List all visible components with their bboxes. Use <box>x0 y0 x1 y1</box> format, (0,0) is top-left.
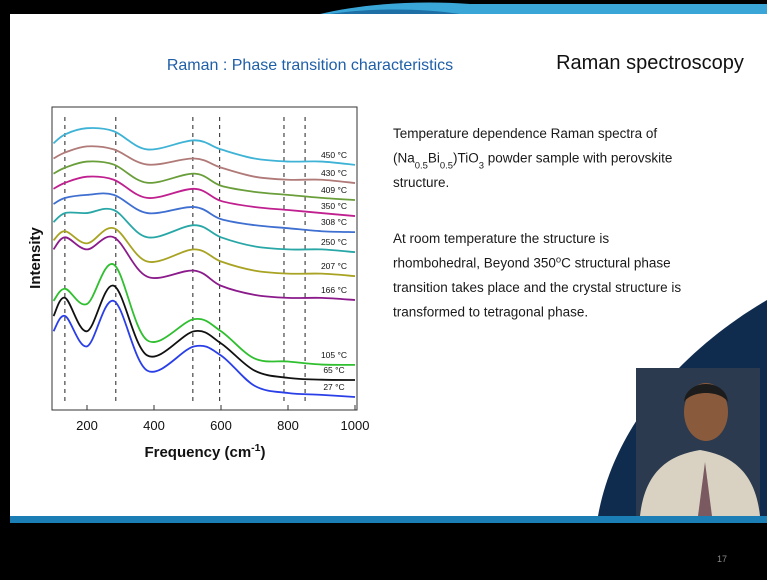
series-label: 65 °C <box>323 365 344 375</box>
series-label: 308 °C <box>321 217 347 227</box>
text-run: At room temperature the structure is <box>393 231 609 246</box>
paragraph-line: transition takes place and the crystal s… <box>393 280 681 295</box>
series-label: 450 °C <box>321 150 347 160</box>
presenter-tie <box>698 462 712 516</box>
plot-frame <box>51 106 358 411</box>
presenter-hair <box>684 384 728 402</box>
series-label: 409 °C <box>321 185 347 195</box>
text-run: Frequency (cm <box>144 444 251 461</box>
series-label: 350 °C <box>321 201 347 211</box>
paragraph-line: (Na0.5Bi0.5)TiO3 powder sample with pero… <box>393 151 672 172</box>
paragraph: Temperature dependence Raman spectra of (… <box>393 126 672 190</box>
spectrum-line <box>52 235 356 301</box>
paragraph-line: rhombohedral, Beyond 350oC structural ph… <box>393 254 671 271</box>
text-run: -1 <box>251 442 260 454</box>
series-label: 166 °C <box>321 285 347 295</box>
paragraph: At room temperature the structure is rhom… <box>393 231 681 320</box>
presenter-head <box>684 383 728 441</box>
spectrum-line <box>52 227 356 277</box>
x-tick-label: 200 <box>76 418 98 433</box>
spectrum-line <box>52 284 356 381</box>
x-tick-label: 800 <box>277 418 299 433</box>
text-run: Temperature dependence Raman spectra of <box>393 126 657 141</box>
x-axis-label: Frequency (cm-1) <box>144 442 265 461</box>
paragraph-line: Temperature dependence Raman spectra of <box>393 126 657 141</box>
x-tick-label: 400 <box>143 418 165 433</box>
text-run: (Na <box>393 151 415 166</box>
series-label: 105 °C <box>321 350 347 360</box>
text-run: 0.5 <box>415 160 428 171</box>
page-number: 17 <box>717 554 727 564</box>
series-label: 207 °C <box>321 261 347 271</box>
x-tick-label: 1000 <box>341 418 370 433</box>
text-run: )TiO <box>453 151 479 166</box>
text-run: o <box>556 254 561 265</box>
spectrum-line <box>52 263 356 366</box>
text-run: transformed to tetragonal phase. <box>393 305 588 320</box>
paragraph-line: At room temperature the structure is <box>393 231 609 246</box>
top-swoosh-dark <box>330 9 460 14</box>
text-run: 3 <box>479 160 484 171</box>
spectrum-line <box>53 192 356 234</box>
text-run: powder sample with perovskite <box>484 151 672 166</box>
chart: Intensity Frequency (cm-1) 200 400 600 800 1… <box>27 106 370 461</box>
series-label: 27 °C <box>323 382 344 392</box>
text-run: rhombohedral, Beyond 350 <box>393 256 556 271</box>
spectrum-line <box>52 127 356 166</box>
text-run: 0.5 <box>440 160 453 171</box>
slide-heading: Raman spectroscopy <box>556 52 744 74</box>
spectrum-line <box>53 175 356 217</box>
series-label: 430 °C <box>321 168 347 178</box>
paragraph-line: transformed to tetragonal phase. <box>393 305 588 320</box>
slide-footer-bar <box>10 516 767 523</box>
y-axis-label: Intensity <box>27 227 44 289</box>
text-run: C structural phase <box>561 256 671 271</box>
text-run: ) <box>261 444 266 461</box>
text-run: Bi <box>428 151 440 166</box>
presenter-video <box>636 368 760 516</box>
paragraph-line: structure. <box>393 175 449 190</box>
presenter-body <box>640 450 760 516</box>
text-run: transition takes place and the crystal s… <box>393 280 681 295</box>
spectrum-line <box>52 300 356 398</box>
series-label: 250 °C <box>321 237 347 247</box>
spectrum-line <box>52 207 356 254</box>
text-run: structure. <box>393 175 449 190</box>
x-tick-label: 600 <box>210 418 232 433</box>
slide-title: Raman : Phase transition characteristics <box>167 57 453 74</box>
spectrum-line <box>53 160 356 201</box>
spectrum-line <box>53 145 356 184</box>
